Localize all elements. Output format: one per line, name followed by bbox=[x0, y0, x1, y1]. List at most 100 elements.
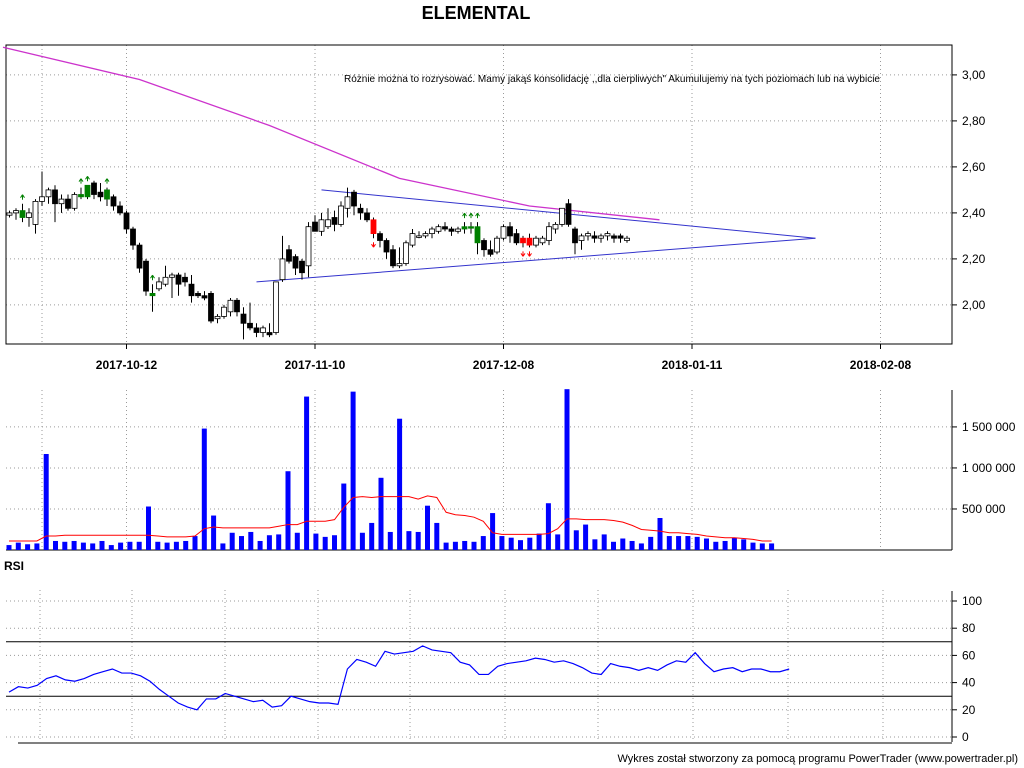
sell-arrow-icon bbox=[527, 251, 532, 257]
volume-tick-label: 1 500 000 bbox=[962, 420, 1016, 434]
rsi-grid bbox=[6, 590, 953, 744]
sell-arrow-icon bbox=[371, 242, 376, 248]
volume-bar bbox=[434, 522, 440, 550]
candle-body bbox=[513, 233, 520, 244]
candle-body bbox=[188, 283, 195, 297]
candle-body bbox=[6, 212, 13, 216]
volume-bars bbox=[6, 389, 775, 550]
volume-bar bbox=[183, 540, 189, 550]
date-tick-label: 2018-02-08 bbox=[850, 358, 912, 372]
volume-bar bbox=[164, 542, 170, 550]
candle-body bbox=[169, 274, 175, 278]
volume-bar bbox=[564, 389, 570, 550]
volume-bar bbox=[508, 537, 514, 550]
buy-arrow-icon bbox=[462, 212, 467, 219]
volume-bar bbox=[25, 544, 31, 550]
rsi-tick-label: 80 bbox=[962, 621, 976, 635]
candle-body bbox=[117, 205, 123, 214]
candle-body bbox=[565, 203, 572, 225]
candle-body bbox=[260, 327, 266, 333]
candle-body bbox=[84, 184, 91, 198]
candle-body bbox=[442, 226, 448, 230]
volume-bar bbox=[480, 536, 486, 550]
date-tick-label: 2017-12-08 bbox=[473, 358, 535, 372]
rsi-tick-label: 0 bbox=[962, 730, 969, 744]
candle-body bbox=[39, 196, 45, 202]
volume-bar bbox=[471, 541, 477, 550]
candle-body bbox=[572, 228, 578, 244]
candle-body bbox=[396, 263, 403, 267]
volume-bar bbox=[666, 536, 672, 550]
volume-bar bbox=[211, 515, 217, 550]
candle-body bbox=[279, 258, 286, 280]
date-tick-label: 2017-10-12 bbox=[96, 358, 158, 372]
candle-body bbox=[273, 281, 279, 333]
volume-bar bbox=[248, 531, 254, 550]
candle-body bbox=[507, 226, 513, 237]
volume-bar bbox=[80, 542, 86, 550]
buy-arrow-icon bbox=[468, 212, 474, 219]
volume-grid bbox=[6, 390, 953, 551]
volume-bar bbox=[527, 537, 533, 550]
price-grid bbox=[5, 44, 953, 345]
rsi-tick-label: 40 bbox=[962, 676, 976, 690]
candle-body bbox=[598, 235, 604, 239]
volume-bar bbox=[425, 505, 430, 550]
volume-bar bbox=[397, 418, 403, 550]
volume-bar bbox=[629, 540, 635, 550]
volume-bar bbox=[34, 543, 40, 550]
candle-body bbox=[318, 219, 325, 232]
candle-body bbox=[156, 281, 162, 290]
rsi-tick-label: 20 bbox=[962, 703, 976, 717]
candle-body bbox=[104, 189, 110, 200]
volume-bar bbox=[341, 483, 347, 550]
volume-bar bbox=[304, 396, 310, 550]
candle-body bbox=[123, 212, 130, 230]
candle-body bbox=[266, 332, 273, 336]
candle-body bbox=[253, 327, 260, 333]
candle-body bbox=[208, 292, 214, 322]
rsi-series bbox=[8, 645, 790, 711]
price-tick-label: 2,80 bbox=[962, 114, 986, 128]
candle-body bbox=[286, 249, 292, 262]
volume-bar bbox=[43, 454, 49, 550]
candle-body bbox=[591, 235, 598, 239]
volume-bar bbox=[499, 536, 505, 550]
candlesticks bbox=[6, 171, 630, 340]
candle-body bbox=[234, 299, 240, 313]
volume-axis: 500 000 1 000 000 1 500 000 bbox=[952, 420, 1016, 516]
volume-bar bbox=[657, 518, 663, 550]
volume-bar bbox=[322, 536, 328, 550]
buy-arrow-icon bbox=[104, 178, 110, 184]
volume-bar bbox=[257, 540, 263, 550]
candle-body bbox=[240, 313, 247, 324]
volume-bar bbox=[378, 477, 384, 550]
candle-body bbox=[364, 212, 370, 221]
rsi-axis: 0 20 40 60 80 100 bbox=[952, 594, 982, 744]
volume-bar bbox=[6, 545, 12, 550]
candle-body bbox=[604, 233, 611, 237]
price-tick-label: 2,00 bbox=[962, 298, 986, 312]
volume-bar bbox=[694, 536, 700, 550]
volume-bar bbox=[15, 542, 21, 550]
trendline bbox=[256, 237, 816, 283]
candle-body bbox=[312, 221, 318, 232]
volume-bar bbox=[294, 532, 300, 550]
candle-body bbox=[403, 242, 409, 264]
candle-body bbox=[175, 274, 182, 285]
candle-body bbox=[65, 198, 71, 209]
candle-body bbox=[377, 233, 383, 241]
volume-bar bbox=[555, 534, 561, 550]
volume-bar bbox=[545, 503, 551, 550]
candle-body bbox=[91, 182, 97, 195]
candle-body bbox=[201, 295, 208, 299]
candle-body bbox=[214, 315, 221, 320]
volume-bar bbox=[536, 533, 542, 550]
volume-bar bbox=[518, 540, 523, 550]
candle-body bbox=[26, 212, 32, 218]
volume-bar bbox=[229, 532, 235, 550]
volume-bar bbox=[173, 541, 179, 550]
candle-body bbox=[559, 207, 565, 225]
volume-bar bbox=[350, 391, 356, 550]
candle-body bbox=[494, 237, 500, 253]
